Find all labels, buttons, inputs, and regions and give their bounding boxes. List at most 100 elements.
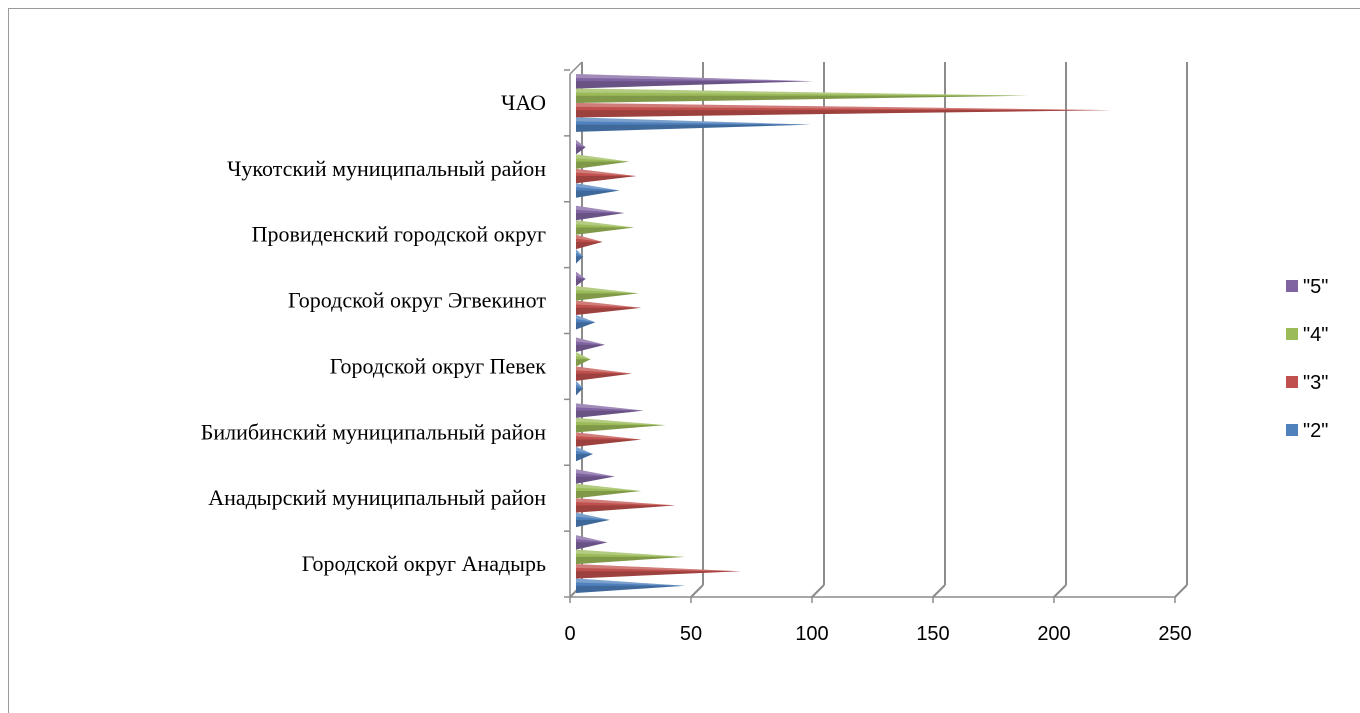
bar bbox=[576, 139, 586, 155]
bar-shade bbox=[576, 307, 642, 316]
floor-gridline bbox=[811, 584, 825, 598]
category-label: Городской округ Эгвекинот bbox=[288, 288, 546, 313]
bar-shade bbox=[576, 161, 630, 169]
bar-shade bbox=[576, 293, 639, 301]
legend: "5" "4" "3" "2" bbox=[1286, 276, 1328, 442]
bar bbox=[576, 403, 644, 418]
bar-shade bbox=[576, 476, 615, 484]
bar bbox=[576, 88, 1029, 103]
category-label: Провиденский городской округ bbox=[252, 222, 546, 247]
bar-highlight bbox=[576, 220, 635, 228]
bar-shade bbox=[576, 190, 620, 198]
bar-shade bbox=[576, 322, 596, 330]
bar-highlight bbox=[576, 234, 603, 242]
bar bbox=[576, 117, 811, 132]
bar bbox=[576, 483, 642, 499]
bars bbox=[576, 74, 1111, 593]
floor-gridline bbox=[1174, 584, 1188, 598]
bar-highlight bbox=[576, 432, 642, 440]
bar-shade bbox=[576, 95, 1029, 103]
bar bbox=[576, 205, 625, 221]
category-label: Анадырский муниципальный район bbox=[208, 485, 546, 510]
category-label: Городской округ Певек bbox=[330, 353, 547, 378]
bar-highlight bbox=[576, 102, 1111, 111]
bar-shade bbox=[576, 373, 632, 381]
legend-swatch bbox=[1286, 328, 1298, 340]
bar bbox=[576, 549, 685, 565]
bar-shade bbox=[576, 556, 685, 565]
bar bbox=[576, 417, 666, 433]
category-label: ЧАО bbox=[501, 90, 546, 115]
bar-highlight bbox=[576, 366, 632, 374]
bar-shade bbox=[576, 147, 586, 155]
bar-highlight bbox=[576, 446, 593, 455]
x-tick-label: 50 bbox=[680, 623, 702, 645]
floor-gridline bbox=[690, 584, 704, 598]
bar-shade bbox=[576, 110, 1111, 118]
bar-highlight bbox=[576, 351, 591, 360]
bar-highlight bbox=[576, 417, 666, 426]
tick-labels: 0 50 100 150 200 250 bbox=[564, 623, 1191, 645]
axes bbox=[564, 61, 1176, 603]
bar-highlight bbox=[576, 380, 584, 389]
bar-highlight bbox=[576, 168, 637, 177]
bar-highlight bbox=[576, 154, 630, 162]
bar-highlight bbox=[576, 205, 625, 213]
bar-shade bbox=[576, 454, 593, 462]
legend-swatch bbox=[1286, 424, 1298, 436]
bar bbox=[576, 315, 596, 330]
x-tick-label: 100 bbox=[795, 623, 828, 645]
category-label: Чукотский муниципальный район bbox=[227, 156, 546, 181]
bar bbox=[576, 271, 586, 287]
bar bbox=[576, 286, 639, 301]
bar bbox=[576, 337, 606, 352]
bar-highlight bbox=[576, 286, 639, 294]
bar-shade bbox=[576, 542, 608, 550]
bar bbox=[576, 432, 642, 447]
legend-swatch bbox=[1286, 280, 1298, 292]
bar bbox=[576, 380, 584, 396]
bar-highlight bbox=[576, 88, 1029, 96]
bar-shade bbox=[576, 124, 811, 132]
bar-highlight bbox=[576, 483, 642, 491]
bar-highlight bbox=[576, 498, 676, 506]
bar-shade bbox=[576, 439, 642, 447]
legend-label: "3" bbox=[1303, 372, 1328, 394]
floor-gridline bbox=[932, 584, 946, 598]
bar bbox=[576, 578, 685, 593]
bar-shade bbox=[576, 519, 610, 528]
bar-shade bbox=[576, 176, 637, 184]
bar-highlight bbox=[576, 578, 685, 586]
bar-shade bbox=[576, 344, 606, 352]
bar bbox=[576, 351, 591, 367]
bar-highlight bbox=[576, 512, 610, 520]
x-tick-label: 0 bbox=[564, 623, 575, 645]
bar-shade bbox=[576, 81, 814, 89]
bar-highlight bbox=[576, 469, 615, 477]
bar-shade bbox=[576, 212, 625, 221]
x-tick-label: 200 bbox=[1037, 623, 1070, 645]
legend-label: "4" bbox=[1303, 324, 1328, 346]
bar bbox=[576, 498, 676, 513]
bar-highlight bbox=[576, 183, 620, 191]
bar-highlight bbox=[576, 271, 586, 279]
bar-shade bbox=[576, 505, 676, 513]
bar-highlight bbox=[576, 403, 644, 411]
bar bbox=[576, 535, 608, 550]
bar bbox=[576, 469, 615, 484]
bar bbox=[576, 168, 637, 184]
gridlines bbox=[569, 62, 1188, 598]
floor-gridline bbox=[1053, 584, 1067, 598]
chart-frame bbox=[8, 8, 1360, 713]
bar bbox=[576, 512, 610, 528]
bar-shade bbox=[576, 359, 591, 367]
bar bbox=[576, 234, 603, 250]
x-tick-label: 150 bbox=[916, 623, 949, 645]
bar bbox=[576, 446, 593, 462]
bar bbox=[576, 154, 630, 169]
bar-shade bbox=[576, 410, 644, 418]
bar-highlight bbox=[576, 535, 608, 543]
bar-highlight bbox=[576, 139, 586, 148]
bar-shade bbox=[576, 256, 584, 264]
